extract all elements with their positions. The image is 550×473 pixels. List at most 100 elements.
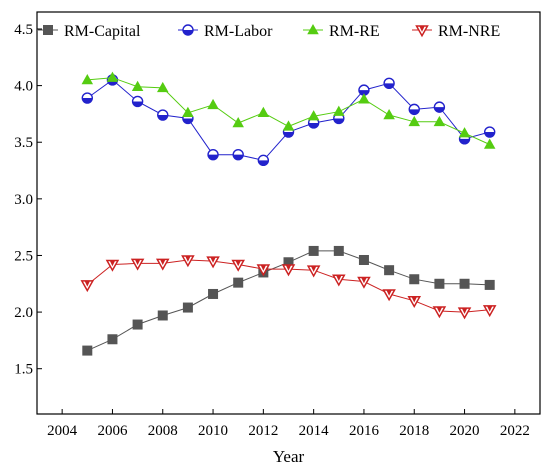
data-point-rm-labor bbox=[81, 92, 94, 104]
x-tick-label: 2016 bbox=[349, 423, 380, 439]
legend-item-rm-re: RM-RE bbox=[303, 23, 380, 40]
data-point-rm-nre bbox=[181, 255, 195, 268]
data-point-rm-re bbox=[257, 106, 270, 118]
legend: RM-Capital RM-Labor RM-RE RM-NRE bbox=[38, 23, 500, 40]
series-rm-labor bbox=[81, 74, 496, 167]
data-point-rm-capital bbox=[283, 257, 294, 268]
data-point-rm-nre bbox=[332, 274, 346, 287]
legend-item-rm-capital: RM-Capital bbox=[38, 23, 141, 40]
x-tick-label: 2006 bbox=[97, 423, 128, 439]
data-point-rm-capital bbox=[484, 279, 495, 290]
data-point-rm-nre bbox=[105, 259, 120, 272]
data-point-rm-nre bbox=[306, 265, 321, 278]
data-point-rm-re bbox=[131, 80, 144, 91]
legend-item-rm-nre: RM-NRE bbox=[412, 23, 500, 40]
data-point-rm-nre bbox=[457, 307, 472, 320]
data-point-rm-re bbox=[483, 138, 496, 149]
data-point-rm-labor bbox=[383, 77, 395, 90]
data-point-rm-nre bbox=[130, 258, 145, 271]
data-point-rm-nre bbox=[206, 256, 220, 269]
legend-item-rm-labor: RM-Labor bbox=[178, 23, 273, 40]
data-point-rm-re bbox=[106, 71, 119, 82]
data-point-rm-capital bbox=[409, 274, 420, 285]
x-tick-label: 2022 bbox=[500, 423, 530, 439]
data-point-rm-re bbox=[157, 81, 169, 93]
data-point-rm-re bbox=[408, 115, 420, 127]
data-point-rm-re bbox=[458, 127, 471, 138]
data-point-rm-capital bbox=[107, 334, 118, 345]
data-point-rm-labor bbox=[131, 95, 144, 108]
data-point-rm-capital bbox=[434, 278, 445, 289]
y-tick-label: 2.5 bbox=[14, 248, 33, 264]
data-point-rm-labor bbox=[232, 148, 244, 161]
data-point-rm-labor bbox=[307, 117, 320, 129]
data-point-rm-nre bbox=[482, 305, 497, 318]
data-point-rm-re bbox=[333, 105, 345, 116]
data-point-rm-capital bbox=[82, 345, 93, 356]
data-point-rm-capital bbox=[333, 245, 344, 256]
y-tick-label: 2.0 bbox=[14, 305, 33, 321]
legend-marker-rm-nre bbox=[415, 25, 429, 38]
data-point-rm-re bbox=[282, 120, 295, 131]
data-point-rm-labor bbox=[433, 101, 446, 113]
data-point-rm-re bbox=[207, 98, 219, 110]
series-layer bbox=[80, 71, 497, 356]
data-point-rm-re bbox=[358, 93, 370, 104]
x-tick-label: 2018 bbox=[399, 423, 429, 439]
plot-frame bbox=[36, 11, 541, 415]
series-rm-nre bbox=[80, 255, 497, 320]
x-tick-label: 2012 bbox=[248, 423, 278, 439]
data-point-rm-capital bbox=[132, 319, 143, 330]
legend-marker-rm-capital bbox=[43, 25, 53, 35]
data-point-rm-re bbox=[232, 116, 244, 128]
data-point-rm-nre bbox=[281, 264, 296, 277]
data-point-rm-nre bbox=[80, 280, 95, 293]
x-tick-label: 2010 bbox=[198, 423, 228, 439]
data-point-rm-nre bbox=[382, 289, 396, 302]
data-point-rm-nre bbox=[231, 259, 245, 272]
legend-marker-rm-labor bbox=[182, 24, 194, 36]
data-point-rm-capital bbox=[358, 254, 369, 265]
series-line-rm-labor bbox=[87, 79, 490, 161]
x-tick-label: 2020 bbox=[450, 423, 480, 439]
x-tick-label: 2008 bbox=[148, 423, 178, 439]
x-tick-label: 2014 bbox=[299, 423, 330, 439]
data-point-rm-nre bbox=[432, 306, 447, 319]
data-point-rm-nre bbox=[407, 296, 422, 309]
data-point-rm-re bbox=[182, 106, 194, 118]
data-point-rm-nre bbox=[256, 264, 271, 277]
data-point-rm-labor bbox=[408, 103, 420, 116]
data-point-rm-labor bbox=[157, 109, 169, 121]
x-axis-title: Year bbox=[273, 447, 305, 466]
y-tick-label: 1.5 bbox=[14, 362, 33, 378]
y-tick-label: 4.5 bbox=[14, 22, 33, 38]
x-tick-label: 2004 bbox=[47, 423, 78, 439]
y-tick-label: 3.0 bbox=[14, 192, 33, 208]
legend-label: RM-Capital bbox=[64, 23, 141, 40]
data-point-rm-capital bbox=[208, 288, 219, 299]
data-point-rm-capital bbox=[233, 277, 244, 288]
data-point-rm-nre bbox=[155, 258, 170, 271]
data-point-rm-re bbox=[433, 115, 446, 127]
legend-label: RM-NRE bbox=[438, 23, 500, 40]
data-point-rm-re bbox=[307, 110, 320, 121]
data-point-rm-capital bbox=[182, 302, 193, 313]
y-tick-label: 3.5 bbox=[14, 135, 33, 151]
data-point-rm-re bbox=[383, 109, 395, 120]
y-tick-label: 4.0 bbox=[14, 79, 33, 95]
data-point-rm-labor bbox=[207, 148, 219, 161]
data-point-rm-re bbox=[81, 73, 94, 85]
legend-label: RM-Labor bbox=[204, 23, 273, 40]
data-point-rm-capital bbox=[308, 245, 319, 256]
legend-marker-rm-re bbox=[307, 24, 319, 35]
data-point-rm-labor bbox=[484, 126, 496, 138]
data-point-rm-capital bbox=[384, 265, 395, 276]
series-rm-capital bbox=[82, 245, 495, 356]
data-point-rm-nre bbox=[357, 276, 371, 289]
data-point-rm-capital bbox=[157, 310, 168, 321]
legend-label: RM-RE bbox=[329, 23, 380, 40]
data-point-rm-labor bbox=[257, 154, 270, 167]
data-point-rm-capital bbox=[459, 278, 470, 289]
series-rm-re bbox=[81, 71, 496, 149]
